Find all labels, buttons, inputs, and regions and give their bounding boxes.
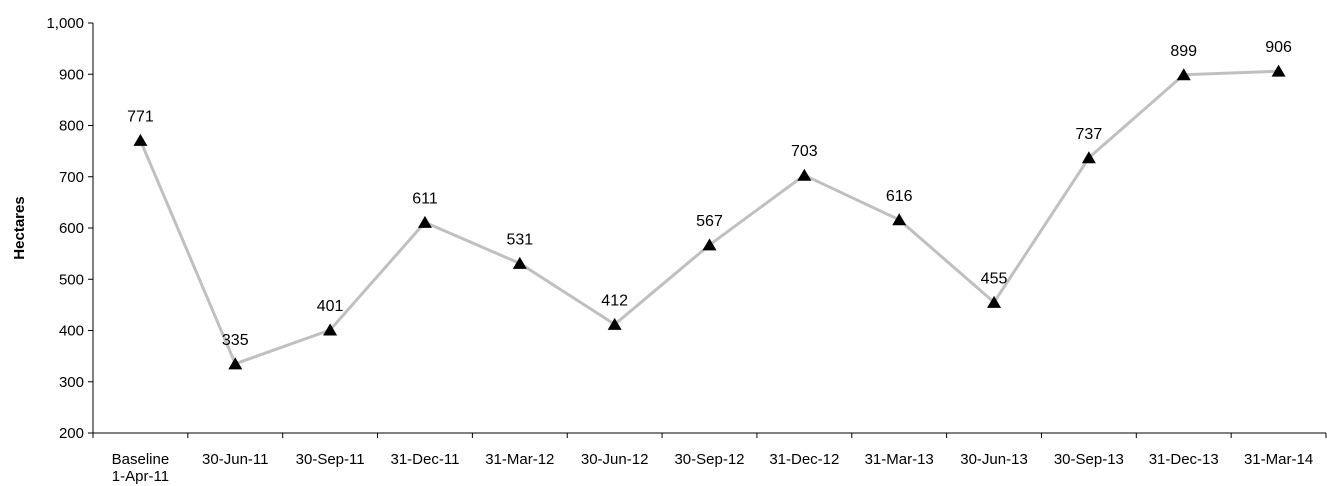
data-label: 899 [1170,43,1197,60]
x-tick-label: 31-Dec-13 [1149,451,1219,468]
data-point-marker [607,317,622,330]
data-label: 412 [601,292,628,309]
x-tick-label: 30-Jun-11 [202,451,268,468]
y-tick-label: 700 [59,169,84,186]
data-point-marker [987,295,1002,308]
data-point-marker [1176,68,1191,81]
x-tick-label: 31-Mar-14 [1244,451,1313,468]
data-label: 455 [981,270,1008,287]
data-point-marker [797,168,812,181]
y-tick-label: 900 [59,66,84,83]
data-label: 737 [1076,126,1103,143]
data-markers [133,64,1286,370]
y-tick-label: 600 [59,220,84,237]
data-point-marker [892,213,907,226]
x-tick-label: 31-Dec-11 [391,451,460,468]
data-point-marker [1271,64,1286,77]
x-tick-label: 30-Sep-13 [1054,451,1124,468]
data-labels: 771 335 401 611 531 412 567 703 616 455 737 899 906 [127,39,1292,349]
x-tick-label: Baseline 1-Apr-11 [112,451,170,485]
y-axis-title: Hectares [11,196,28,259]
data-label: 771 [127,108,154,125]
x-tick-label: 31-Mar-13 [865,451,934,468]
y-tick-label: 200 [59,425,84,442]
y-tick-label: 500 [59,271,84,288]
axes: 200 300 400 500 600 700 800 900 1,000 Baseline 1-A… [46,15,1327,485]
x-tick-label: 30-Sep-12 [674,451,744,468]
data-label: 335 [222,332,249,349]
data-label: 906 [1265,39,1292,56]
x-tick-label: 30-Jun-13 [960,451,1028,468]
y-tick-label: 300 [59,374,84,391]
x-tick-label: 31-Dec-12 [769,451,839,468]
y-tick-label: 400 [59,323,84,340]
x-tick-label: 30-Sep-11 [296,451,365,468]
data-point-marker [702,238,717,251]
data-point-marker [1081,151,1096,164]
data-point-marker [133,133,148,146]
data-point-marker [417,215,432,228]
y-tick-label: 1,000 [46,15,84,32]
x-tick-label: 30-Jun-12 [581,451,649,468]
data-point-marker [228,357,243,370]
data-label: 703 [791,143,818,160]
data-point-marker [323,323,338,336]
data-label: 567 [696,213,723,230]
x-tick-label: 31-Mar-12 [485,451,554,468]
data-label: 611 [412,190,438,207]
data-label: 616 [886,188,913,205]
data-label: 401 [317,298,344,315]
y-tick-label: 800 [59,118,84,135]
data-label: 531 [506,231,533,248]
data-point-marker [512,256,527,269]
